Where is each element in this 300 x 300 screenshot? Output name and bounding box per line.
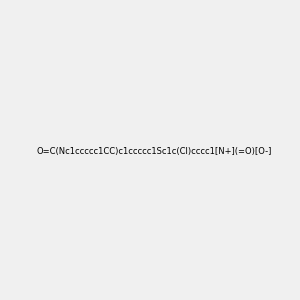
Text: O=C(Nc1ccccc1CC)c1ccccc1Sc1c(Cl)cccc1[N+](=O)[O-]: O=C(Nc1ccccc1CC)c1ccccc1Sc1c(Cl)cccc1[N+…	[36, 147, 272, 156]
